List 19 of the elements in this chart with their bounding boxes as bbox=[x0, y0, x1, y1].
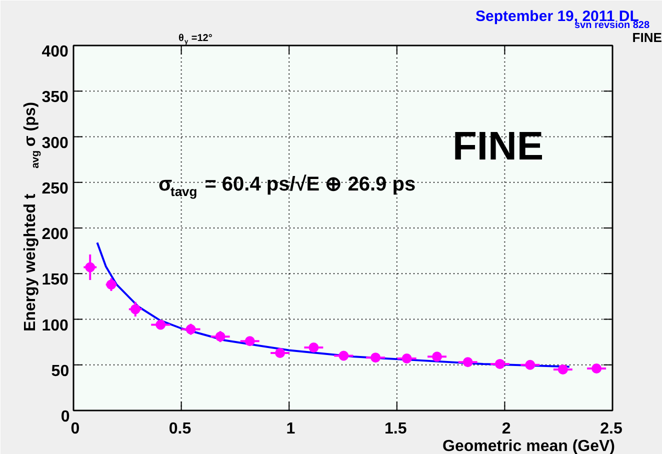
text: Energy weighted tavg σ (ps) bbox=[22, 102, 42, 332]
y-tick-label: 250 bbox=[42, 180, 68, 198]
y-tick-label: 350 bbox=[42, 89, 68, 106]
x-tick-label: 0 bbox=[70, 420, 80, 438]
x-tick-label: 2.5 bbox=[600, 420, 622, 438]
y-tick-label: 50 bbox=[51, 362, 70, 380]
y-tick-label: 100 bbox=[42, 317, 68, 334]
text: FINE bbox=[632, 30, 662, 45]
x-tick-label: 2 bbox=[502, 420, 511, 438]
y-tick-label: 200 bbox=[42, 226, 68, 243]
y-tick-label: 300 bbox=[42, 134, 68, 152]
y-tick-label: 400 bbox=[42, 44, 68, 60]
x-tick-label: 1 bbox=[286, 420, 296, 438]
x-tick-label: 0.5 bbox=[168, 420, 192, 438]
annotation: FINE bbox=[452, 124, 544, 168]
y-tick-label: 150 bbox=[42, 272, 68, 289]
x-axis-title: Geometric mean (GeV) bbox=[442, 438, 615, 454]
x-tick-label: 1.5 bbox=[384, 420, 407, 438]
y-tick-label: 0 bbox=[60, 408, 70, 426]
